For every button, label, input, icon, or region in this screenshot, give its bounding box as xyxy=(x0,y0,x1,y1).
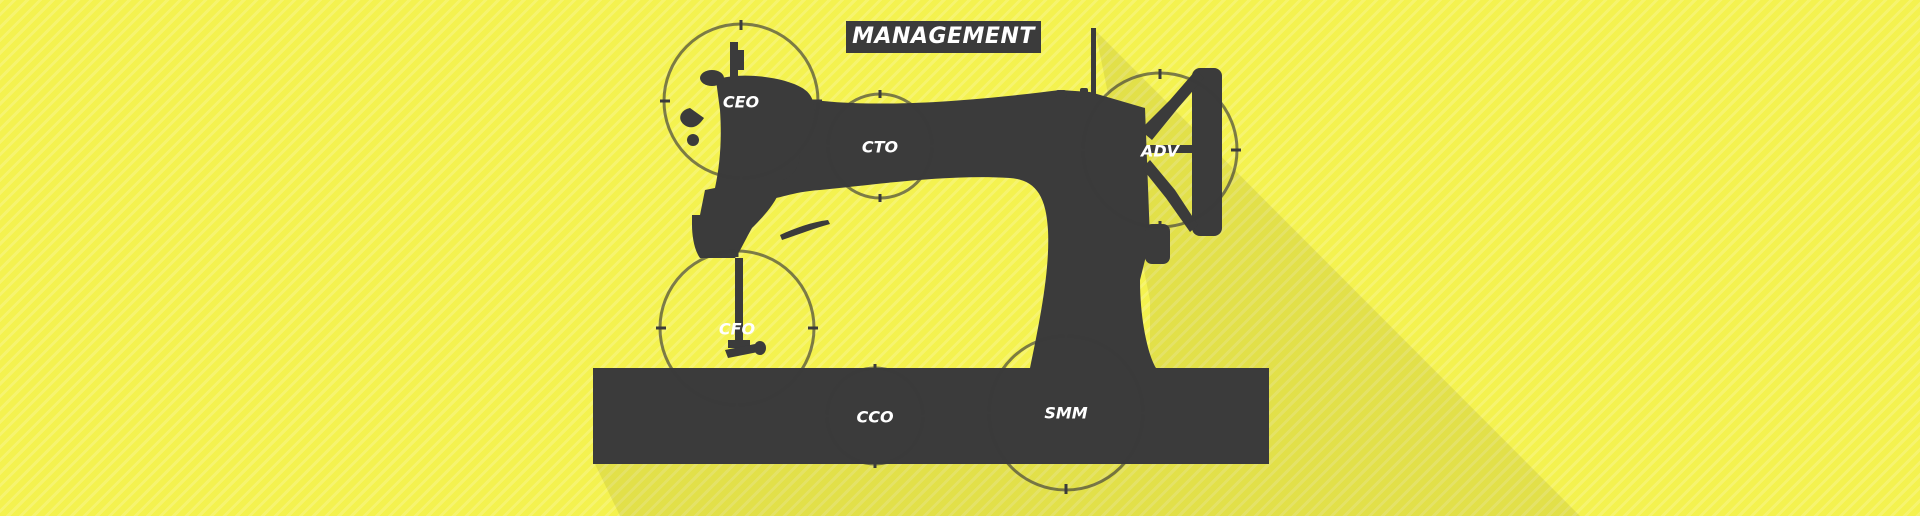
page-title: MANAGEMENT xyxy=(846,21,1041,53)
machine-shadow xyxy=(593,30,1580,516)
sewing-machine-icon xyxy=(593,28,1269,464)
role-label-ceo: CEO xyxy=(722,92,760,112)
role-label-smm: SMM xyxy=(1044,403,1088,423)
role-label-cfo: CFO xyxy=(718,319,756,339)
role-label-adv: ADV xyxy=(1140,141,1180,161)
role-label-cco: CCO xyxy=(856,407,894,427)
role-label-cto: CTO xyxy=(861,137,899,157)
ring-ticks xyxy=(656,20,1241,494)
